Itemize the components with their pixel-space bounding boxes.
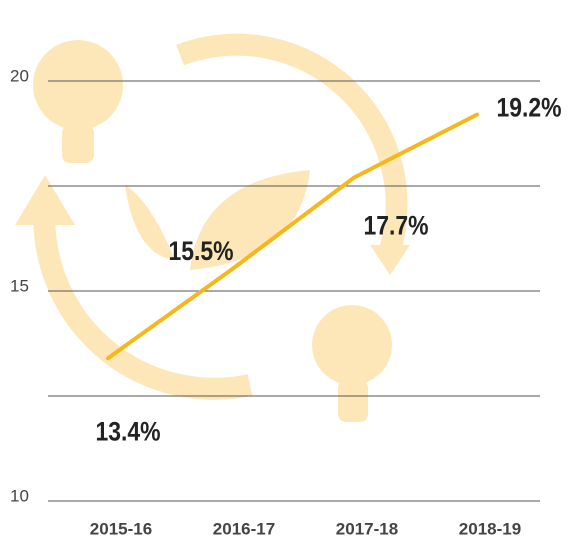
cycle-arrow [176,33,408,254]
value-label: 19.2% [496,93,561,123]
value-label: 15.5% [168,236,233,266]
bulb-base [338,380,368,422]
arrow-head [15,175,75,225]
background-illustration [15,33,410,422]
x-tick-label: 2015-16 [90,519,152,538]
value-label: 17.7% [363,211,428,241]
arrow-head [370,245,410,275]
x-tick-label: 2017-18 [336,519,398,538]
value-label: 13.4% [95,417,160,447]
y-tick-label: 15 [10,276,29,295]
x-tick-label: 2018-19 [459,519,521,538]
bulb [33,40,123,130]
data-line [106,112,479,361]
bulb [312,305,392,385]
y-tick-label: 20 [10,66,29,85]
leaf [190,170,310,270]
y-tick-label: 10 [10,486,29,505]
cycle-arrow [33,204,253,400]
bulb-base [62,125,94,163]
x-tick-label: 2016-17 [213,519,275,538]
leaf [125,185,175,260]
